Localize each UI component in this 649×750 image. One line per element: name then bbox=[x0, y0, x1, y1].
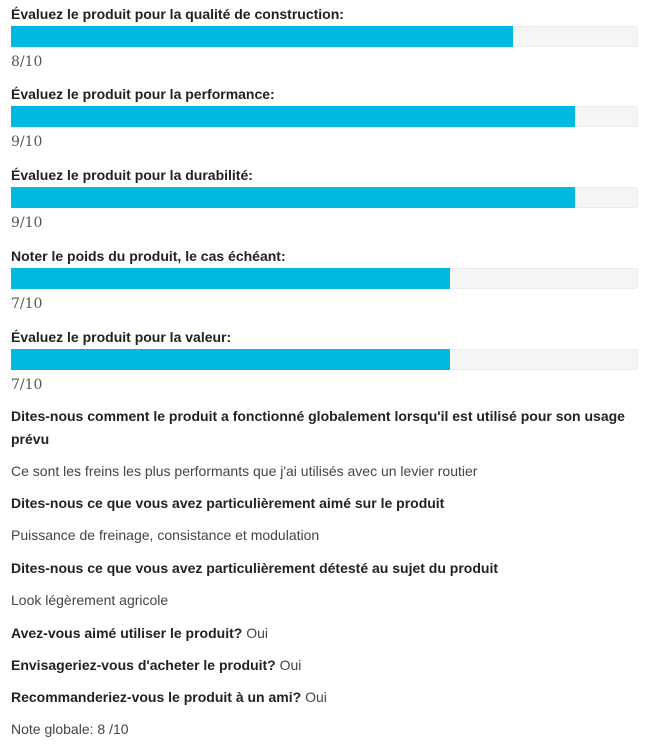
rating-question: Évaluez le produit pour la performance: bbox=[11, 86, 275, 102]
rating-question: Noter le poids du produit, le cas échéan… bbox=[11, 248, 286, 264]
answer-text: Oui bbox=[246, 625, 268, 641]
rating-performance: Évaluez le produit pour la performance: … bbox=[11, 85, 638, 150]
rating-score: 9/10 bbox=[11, 134, 43, 150]
rating-value: Évaluez le produit pour la valeur: 7/10 bbox=[11, 328, 638, 393]
rating-score: 9/10 bbox=[11, 215, 43, 231]
answer-text: Puissance de freinage, consistance et mo… bbox=[11, 527, 320, 543]
rating-score: 7/10 bbox=[11, 296, 43, 312]
question-text: Avez-vous aimé utiliser le produit? bbox=[11, 625, 243, 641]
question-text: Dites-nous ce que vous avez particulière… bbox=[11, 495, 445, 511]
yes-no-enjoyed: Avez-vous aimé utiliser le produit? Oui bbox=[11, 622, 631, 645]
answer-text: Look légèrement agricole bbox=[11, 592, 169, 608]
overall-score: Note globale: 8 /10 bbox=[11, 721, 129, 737]
answer-text: Oui bbox=[305, 689, 327, 705]
progress-bar bbox=[11, 106, 638, 127]
progress-fill bbox=[11, 26, 513, 47]
progress-fill bbox=[11, 106, 576, 127]
yes-no-buy: Envisageriez-vous d'acheter le produit? … bbox=[11, 654, 631, 677]
progress-bar bbox=[11, 268, 638, 289]
rating-weight: Noter le poids du produit, le cas échéan… bbox=[11, 247, 638, 312]
rating-question: Évaluez le produit pour la valeur: bbox=[11, 329, 232, 345]
progress-fill bbox=[11, 187, 576, 208]
open-question-usage: Dites-nous comment le produit a fonction… bbox=[11, 405, 631, 483]
rating-question: Évaluez le produit pour la qualité de co… bbox=[11, 6, 344, 22]
open-question-disliked: Dites-nous ce que vous avez particulière… bbox=[11, 557, 631, 612]
rating-score: 8/10 bbox=[11, 54, 43, 70]
progress-bar bbox=[11, 349, 638, 370]
rating-score: 7/10 bbox=[11, 377, 43, 393]
question-text: Dites-nous comment le produit a fonction… bbox=[11, 408, 625, 447]
question-text: Recommanderiez-vous le produit à un ami? bbox=[11, 689, 302, 705]
open-question-liked: Dites-nous ce que vous avez particulière… bbox=[11, 492, 631, 547]
answer-text: Ce sont les freins les plus performants … bbox=[11, 463, 478, 479]
progress-fill bbox=[11, 349, 450, 370]
yes-no-recommend: Recommanderiez-vous le produit à un ami?… bbox=[11, 686, 631, 709]
progress-bar bbox=[11, 187, 638, 208]
rating-build-quality: Évaluez le produit pour la qualité de co… bbox=[11, 5, 638, 70]
rating-question: Évaluez le produit pour la durabilité: bbox=[11, 167, 253, 183]
answer-text: Oui bbox=[279, 657, 302, 673]
rating-durability: Évaluez le produit pour la durabilité: 9… bbox=[11, 166, 638, 231]
question-text: Envisageriez-vous d'acheter le produit? bbox=[11, 657, 276, 673]
question-text: Dites-nous ce que vous avez particulière… bbox=[11, 560, 498, 576]
progress-fill bbox=[11, 268, 450, 289]
progress-bar bbox=[11, 26, 638, 47]
